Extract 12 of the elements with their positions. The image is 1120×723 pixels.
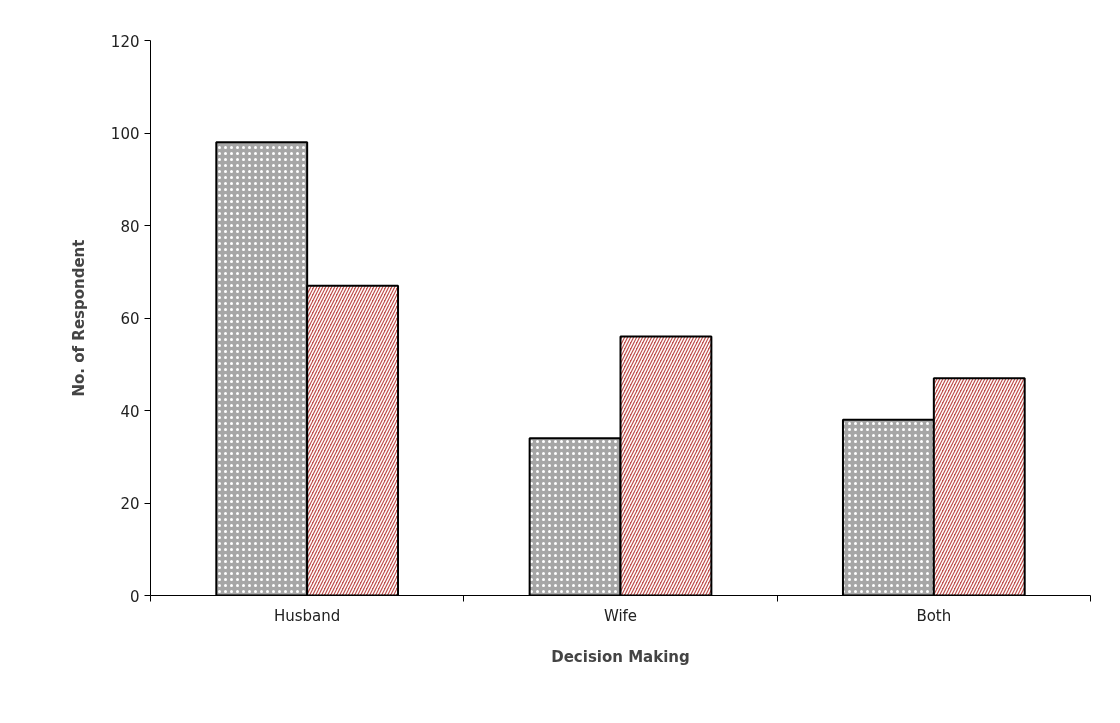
x-tick-label: Husband: [274, 606, 341, 625]
x-tick-label: Wife: [603, 606, 638, 625]
x-axis-title: Decision Making: [551, 647, 690, 666]
y-tick-label: 40: [120, 402, 140, 421]
y-tick-label: 80: [120, 217, 140, 236]
y-tick-label: 60: [120, 310, 140, 328]
x-tick-label: Both: [916, 606, 952, 625]
y-tick-label: 20: [120, 495, 140, 513]
y-axis-title: No. of Respondent: [69, 239, 88, 397]
y-tick-label: 120: [110, 32, 140, 51]
y-tick-label: 0: [129, 587, 140, 606]
y-tick-label: 100: [110, 125, 140, 143]
